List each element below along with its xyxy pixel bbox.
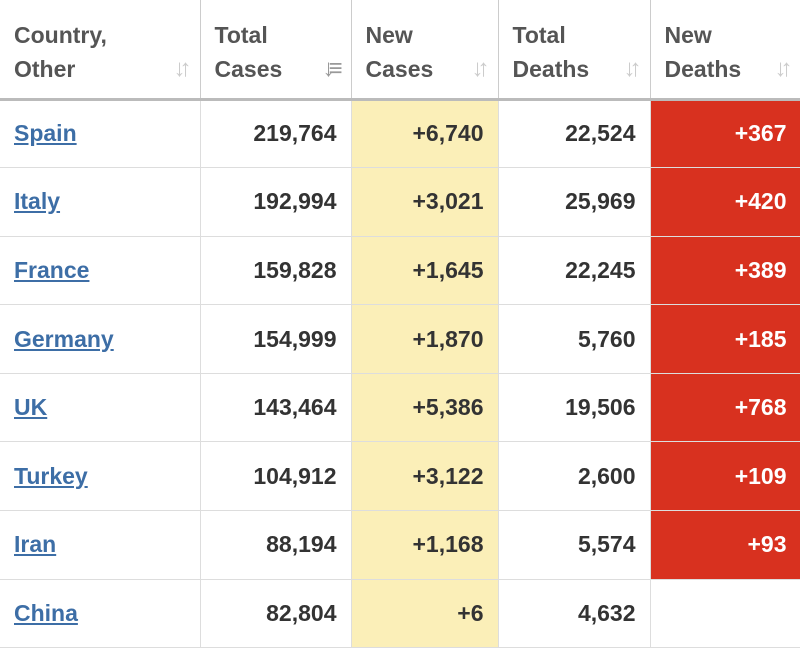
header-line1: Total	[512, 22, 566, 48]
cell-new-cases: +3,021	[351, 167, 499, 237]
table-row: Spain 219,764 +6,740 22,524 +367	[0, 99, 800, 169]
cell-new-cases: +1,870	[351, 304, 499, 374]
cell-country: China	[0, 579, 201, 648]
country-link[interactable]: Germany	[14, 325, 114, 352]
cell-new-cases: +5,386	[351, 373, 499, 443]
header-new-cases[interactable]: New Cases ↓↑	[351, 0, 499, 101]
cell-new-cases: +3,122	[351, 441, 499, 512]
country-link[interactable]: China	[14, 599, 78, 626]
cell-new-cases: +6,740	[351, 99, 499, 169]
cell-total-deaths: 5,574	[498, 510, 651, 580]
sort-icon[interactable]: ↓↑	[623, 55, 642, 82]
cell-total-cases: 219,764	[200, 99, 352, 169]
cell-total-deaths: 22,245	[498, 236, 651, 306]
table-row: Germany 154,999 +1,870 5,760 +185	[0, 304, 800, 374]
country-link[interactable]: UK	[14, 394, 48, 421]
header-line2: Deaths	[512, 56, 590, 82]
sort-icon[interactable]: ↓↑	[774, 55, 793, 82]
cell-new-deaths: +389	[650, 236, 800, 306]
cell-new-deaths: +420	[650, 167, 800, 237]
cell-new-deaths: +367	[650, 99, 800, 169]
cell-total-deaths: 25,969	[498, 167, 651, 237]
header-new-deaths[interactable]: New Deaths ↓↑	[650, 0, 800, 101]
cell-total-cases: 154,999	[200, 304, 352, 374]
country-link[interactable]: Italy	[14, 188, 61, 215]
header-line1: New	[365, 22, 413, 48]
cell-total-deaths: 5,760	[498, 304, 651, 374]
table-row: UK 143,464 +5,386 19,506 +768	[0, 373, 800, 443]
cell-total-cases: 143,464	[200, 373, 352, 443]
cell-total-cases: 104,912	[200, 441, 352, 512]
cell-country: Italy	[0, 167, 201, 237]
cell-total-cases: 159,828	[200, 236, 352, 306]
table-row: Italy 192,994 +3,021 25,969 +420	[0, 167, 800, 237]
cell-new-cases: +1,168	[351, 510, 499, 580]
cell-country: Iran	[0, 510, 201, 580]
cell-new-deaths: +109	[650, 441, 800, 512]
cell-country: UK	[0, 373, 201, 443]
country-link[interactable]: Turkey	[14, 462, 88, 489]
cell-total-deaths: 2,600	[498, 441, 651, 512]
cell-new-deaths: +185	[650, 304, 800, 374]
sort-desc-icon[interactable]: ↓≡	[322, 55, 342, 82]
header-total-deaths[interactable]: Total Deaths ↓↑	[498, 0, 651, 101]
cell-new-cases: +1,645	[351, 236, 499, 306]
country-link[interactable]: France	[14, 256, 90, 283]
country-link[interactable]: Spain	[14, 120, 77, 147]
header-line1: Total	[214, 22, 268, 48]
table-row: China 82,804 +6 4,632	[0, 579, 800, 648]
header-line1: Country,	[14, 22, 107, 48]
table-row: France 159,828 +1,645 22,245 +389	[0, 236, 800, 306]
header-line2: Other	[14, 56, 76, 82]
cell-total-deaths: 4,632	[498, 579, 651, 648]
cell-new-deaths: +768	[650, 373, 800, 443]
cell-country: France	[0, 236, 201, 306]
table-row: Iran 88,194 +1,168 5,574 +93	[0, 510, 800, 580]
header-line1: New	[664, 22, 712, 48]
header-total-cases[interactable]: Total Cases ↓≡	[200, 0, 352, 101]
cell-new-deaths	[650, 579, 800, 648]
header-line2: Cases	[365, 56, 434, 82]
sort-icon[interactable]: ↓↑	[471, 55, 490, 82]
cell-country: Spain	[0, 99, 201, 169]
cell-country: Turkey	[0, 441, 201, 512]
cell-country: Germany	[0, 304, 201, 374]
country-link[interactable]: Iran	[14, 531, 57, 558]
cell-total-deaths: 19,506	[498, 373, 651, 443]
cell-new-cases: +6	[351, 579, 499, 648]
sort-icon[interactable]: ↓↑	[173, 55, 192, 82]
table-row: Turkey 104,912 +3,122 2,600 +109	[0, 441, 800, 512]
cell-total-deaths: 22,524	[498, 99, 651, 169]
cell-new-deaths: +93	[650, 510, 800, 580]
header-line2: Deaths	[664, 56, 742, 82]
header-country[interactable]: Country, Other ↓↑	[0, 0, 201, 101]
cell-total-cases: 88,194	[200, 510, 352, 580]
cell-total-cases: 192,994	[200, 167, 352, 237]
header-line2: Cases	[214, 56, 283, 82]
cell-total-cases: 82,804	[200, 579, 352, 648]
